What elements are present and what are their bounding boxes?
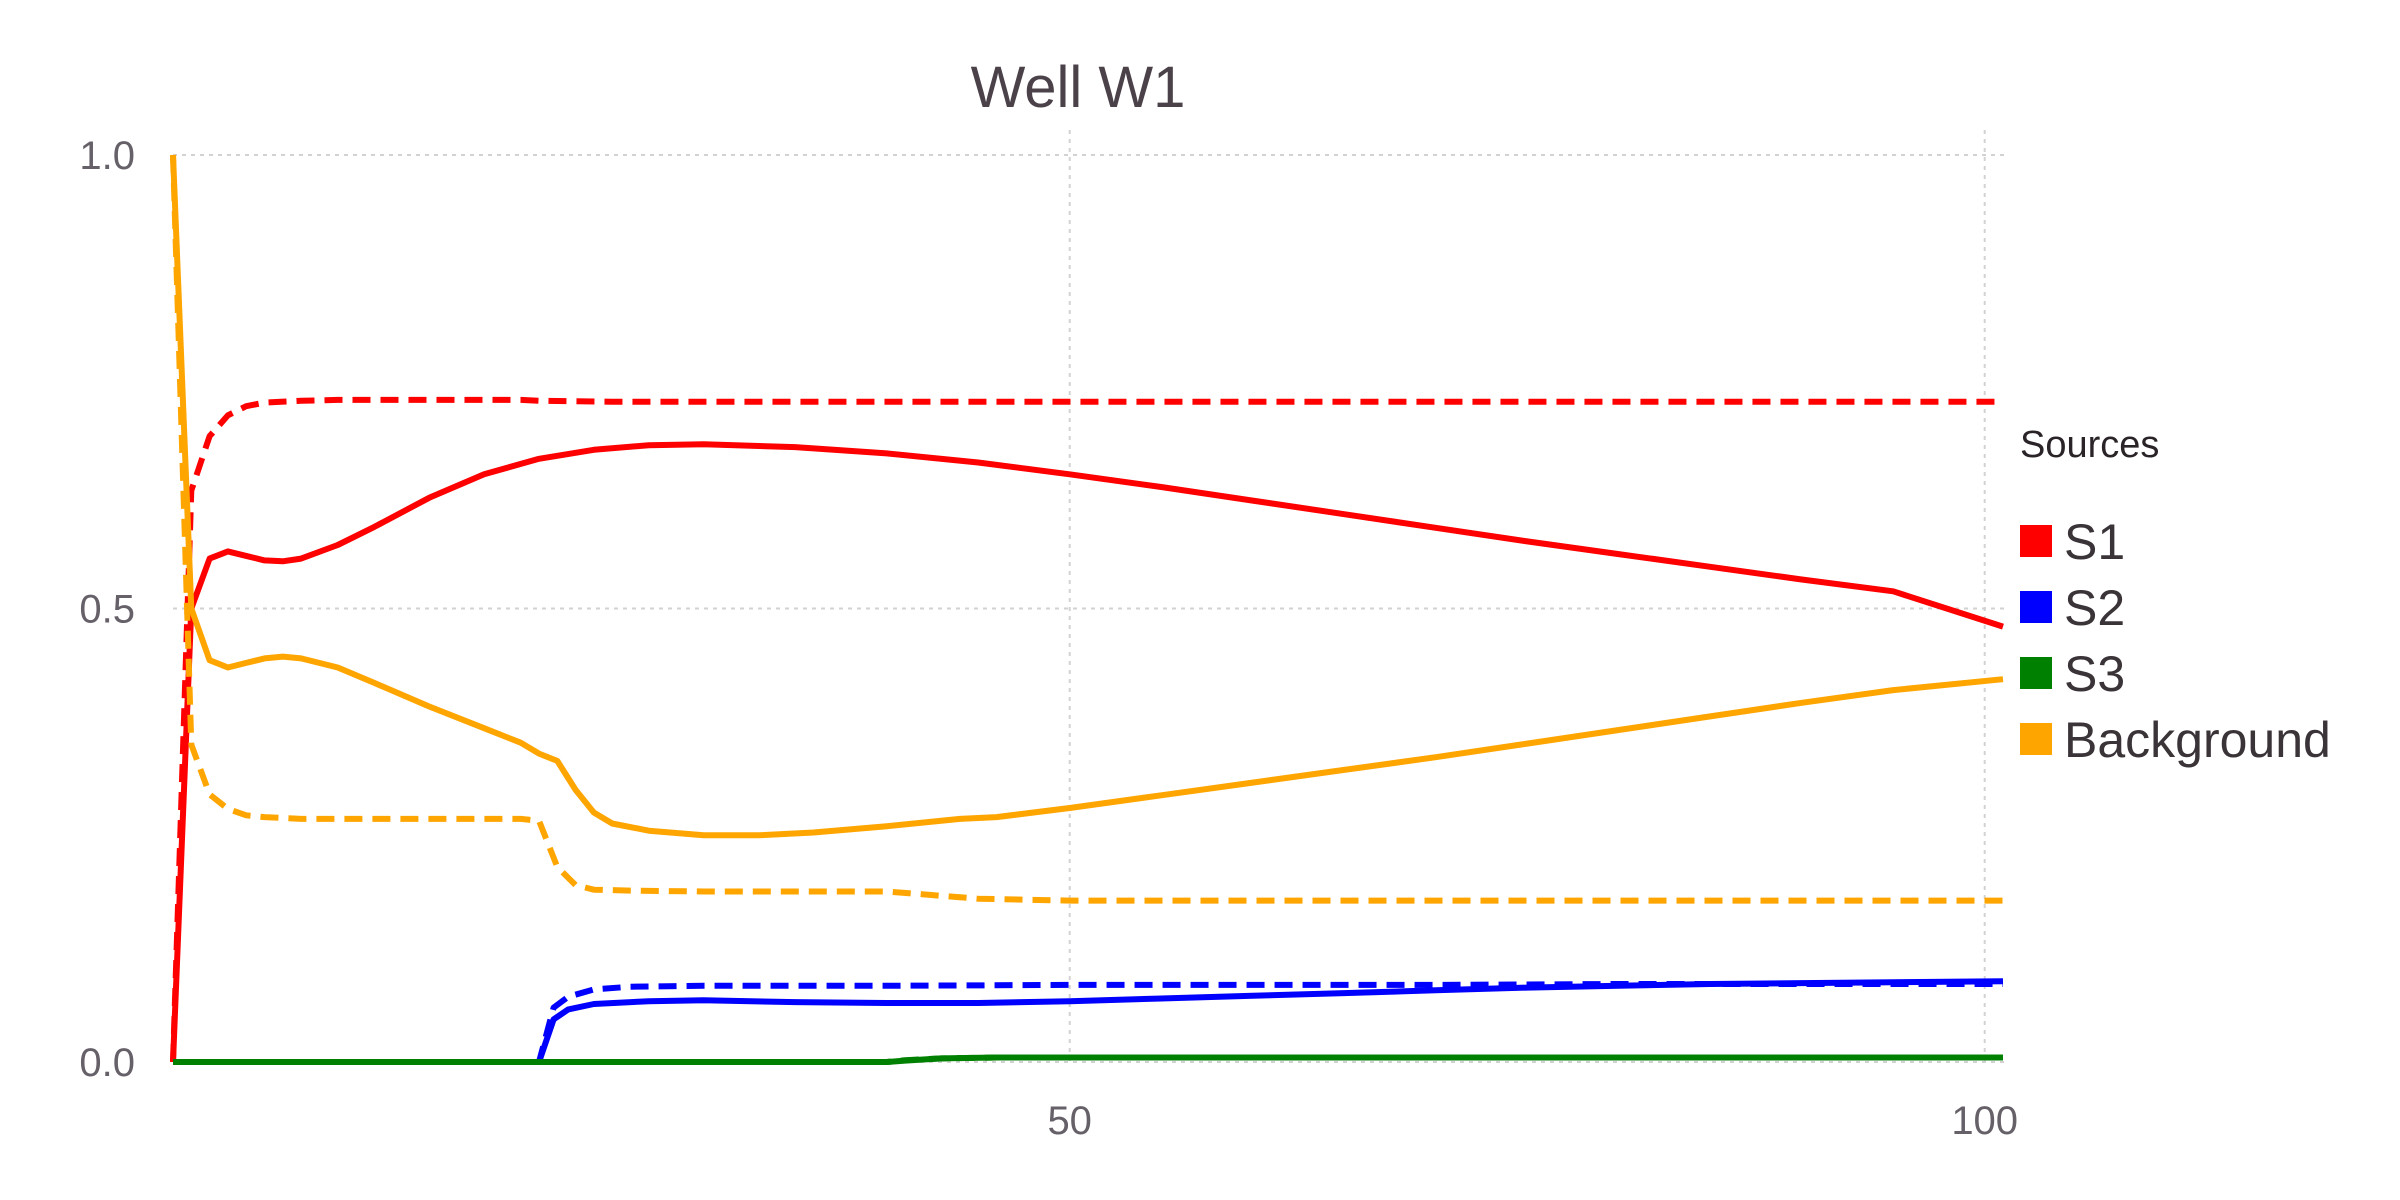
y-tick-label: 0.0 [79,1041,135,1085]
y-tick-label: 1.0 [79,134,135,178]
series-line-s3-dashed [173,1054,2003,1065]
series-line-s2-solid [173,978,2004,1065]
legend-swatch-background [2020,723,2052,755]
legend-label-s2: S2 [2064,580,2125,636]
series-line-background-dashed [170,154,2003,904]
series-line-s2-dashed [173,981,2003,1065]
x-tick-label: 50 [1047,1099,1092,1143]
y-tick-label: 0.5 [79,588,135,632]
series-line-s1-solid [170,441,2004,1063]
grid-lines [173,130,2008,1063]
legend-swatch-s2 [2020,591,2052,623]
legend-label-background: Background [2064,712,2331,768]
series-line-background-solid [170,154,2004,839]
legend-label-s3: S3 [2064,646,2125,702]
x-tick-label: 100 [1951,1099,2018,1143]
legend-label-s1: S1 [2064,514,2125,570]
axis-labels: 0.0 0.5 1.0 50 100 [79,134,2018,1143]
legend-swatch-s3 [2020,657,2052,689]
series-layer [170,154,2004,1065]
legend-swatch-s1 [2020,525,2052,557]
legend-title: Sources [2020,424,2159,466]
legend: Sources S1 S2 S3 Background [2020,424,2331,768]
series-line-s1-dashed [170,396,2003,1063]
chart-title: Well W1 [971,55,1186,120]
